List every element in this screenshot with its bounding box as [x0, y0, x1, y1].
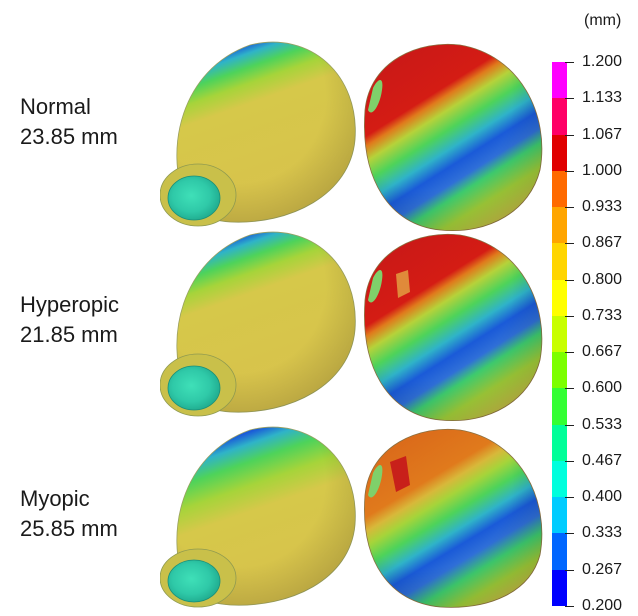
- colorbar-segment: [552, 497, 567, 534]
- colorbar-segment: [552, 315, 567, 353]
- colorbar-tick-label: 0.600: [582, 379, 623, 397]
- row-label-normal: Normal 23.85 mm: [20, 92, 118, 152]
- eyeball-models: [160, 41, 543, 608]
- colorbar-tick-label: 0.200: [582, 597, 623, 614]
- axial-length: 25.85 mm: [20, 516, 118, 541]
- eye-myopic-back-view: [364, 428, 543, 608]
- eye-normal-front-view: [160, 41, 356, 227]
- eye-hyperopic-front-view: [160, 231, 356, 417]
- row-label-myopic: Myopic 25.85 mm: [20, 484, 118, 544]
- axial-length: 23.85 mm: [20, 124, 118, 149]
- axial-length: 21.85 mm: [20, 322, 118, 347]
- eye-condition-name: Normal: [20, 94, 91, 119]
- colorbar-tick-label: 0.667: [582, 343, 623, 361]
- colorbar-segment: [552, 460, 567, 498]
- colorbar-tick-label: 0.267: [582, 560, 623, 578]
- eye-condition-name: Myopic: [20, 486, 90, 511]
- colorbar-tick-mark: [565, 279, 574, 281]
- colorbar-tick-label: 0.800: [582, 270, 623, 288]
- colorbar-tick-mark: [565, 207, 574, 209]
- colorbar-tick-mark: [565, 606, 574, 607]
- colorbar-unit-label: (mm): [584, 12, 622, 29]
- colorbar-segment: [552, 134, 567, 172]
- colorbar-segment: [552, 569, 567, 607]
- colorbar-tick-label: 1.000: [582, 161, 623, 179]
- colorbar-tick-mark: [565, 497, 574, 499]
- colorbar-segment: [552, 533, 567, 571]
- colorbar-segment: [552, 424, 567, 462]
- colorbar-tick-label: 1.067: [582, 125, 623, 143]
- colorbar-tick-label: 0.867: [582, 234, 623, 252]
- eye-condition-name: Hyperopic: [20, 292, 120, 317]
- colorbar-segment: [552, 388, 567, 426]
- colorbar-tick-label: 0.333: [582, 524, 623, 542]
- colorbar-segment: [552, 98, 567, 136]
- colorbar-segment: [552, 170, 567, 208]
- colorbar-tick-mark: [565, 315, 574, 317]
- colorbar-segment: [552, 352, 567, 389]
- eye-hyperopic-back-view: [364, 233, 543, 422]
- colorbar-tick-mark: [565, 460, 574, 462]
- eye-myopic-front-view: [160, 426, 356, 608]
- colorbar-tick-label: 0.733: [582, 306, 623, 324]
- colorbar-segment: [552, 62, 567, 99]
- colorbar-tick-label: 0.933: [582, 198, 623, 216]
- colorbar-tick-label: 1.133: [582, 89, 623, 107]
- colorbar-tick-mark: [565, 352, 574, 354]
- colorbar-tick-mark: [565, 62, 574, 63]
- colorbar-tick-mark: [565, 98, 574, 100]
- colorbar-tick-mark: [565, 243, 574, 245]
- colorbar-segment: [552, 279, 567, 317]
- colorbar-tick-label: 0.467: [582, 451, 623, 469]
- colorbar-segment: [552, 207, 567, 244]
- colorbar-segment: [552, 243, 567, 281]
- eye-normal-back-view: [364, 43, 543, 232]
- colorbar-tick-label: 1.200: [582, 53, 623, 70]
- colorbar-tick-label: 0.533: [582, 415, 623, 433]
- colorbar-tick-mark: [565, 170, 574, 172]
- row-label-hyperopic: Hyperopic 21.85 mm: [20, 290, 119, 350]
- colorbar-tick-mark: [565, 424, 574, 426]
- colorbar: [552, 62, 567, 607]
- colorbar-tick-mark: [565, 134, 574, 136]
- colorbar-tick-mark: [565, 388, 574, 390]
- colorbar-tick-mark: [565, 533, 574, 535]
- colorbar-tick-label: 0.400: [582, 488, 623, 506]
- colorbar-tick-mark: [565, 569, 574, 571]
